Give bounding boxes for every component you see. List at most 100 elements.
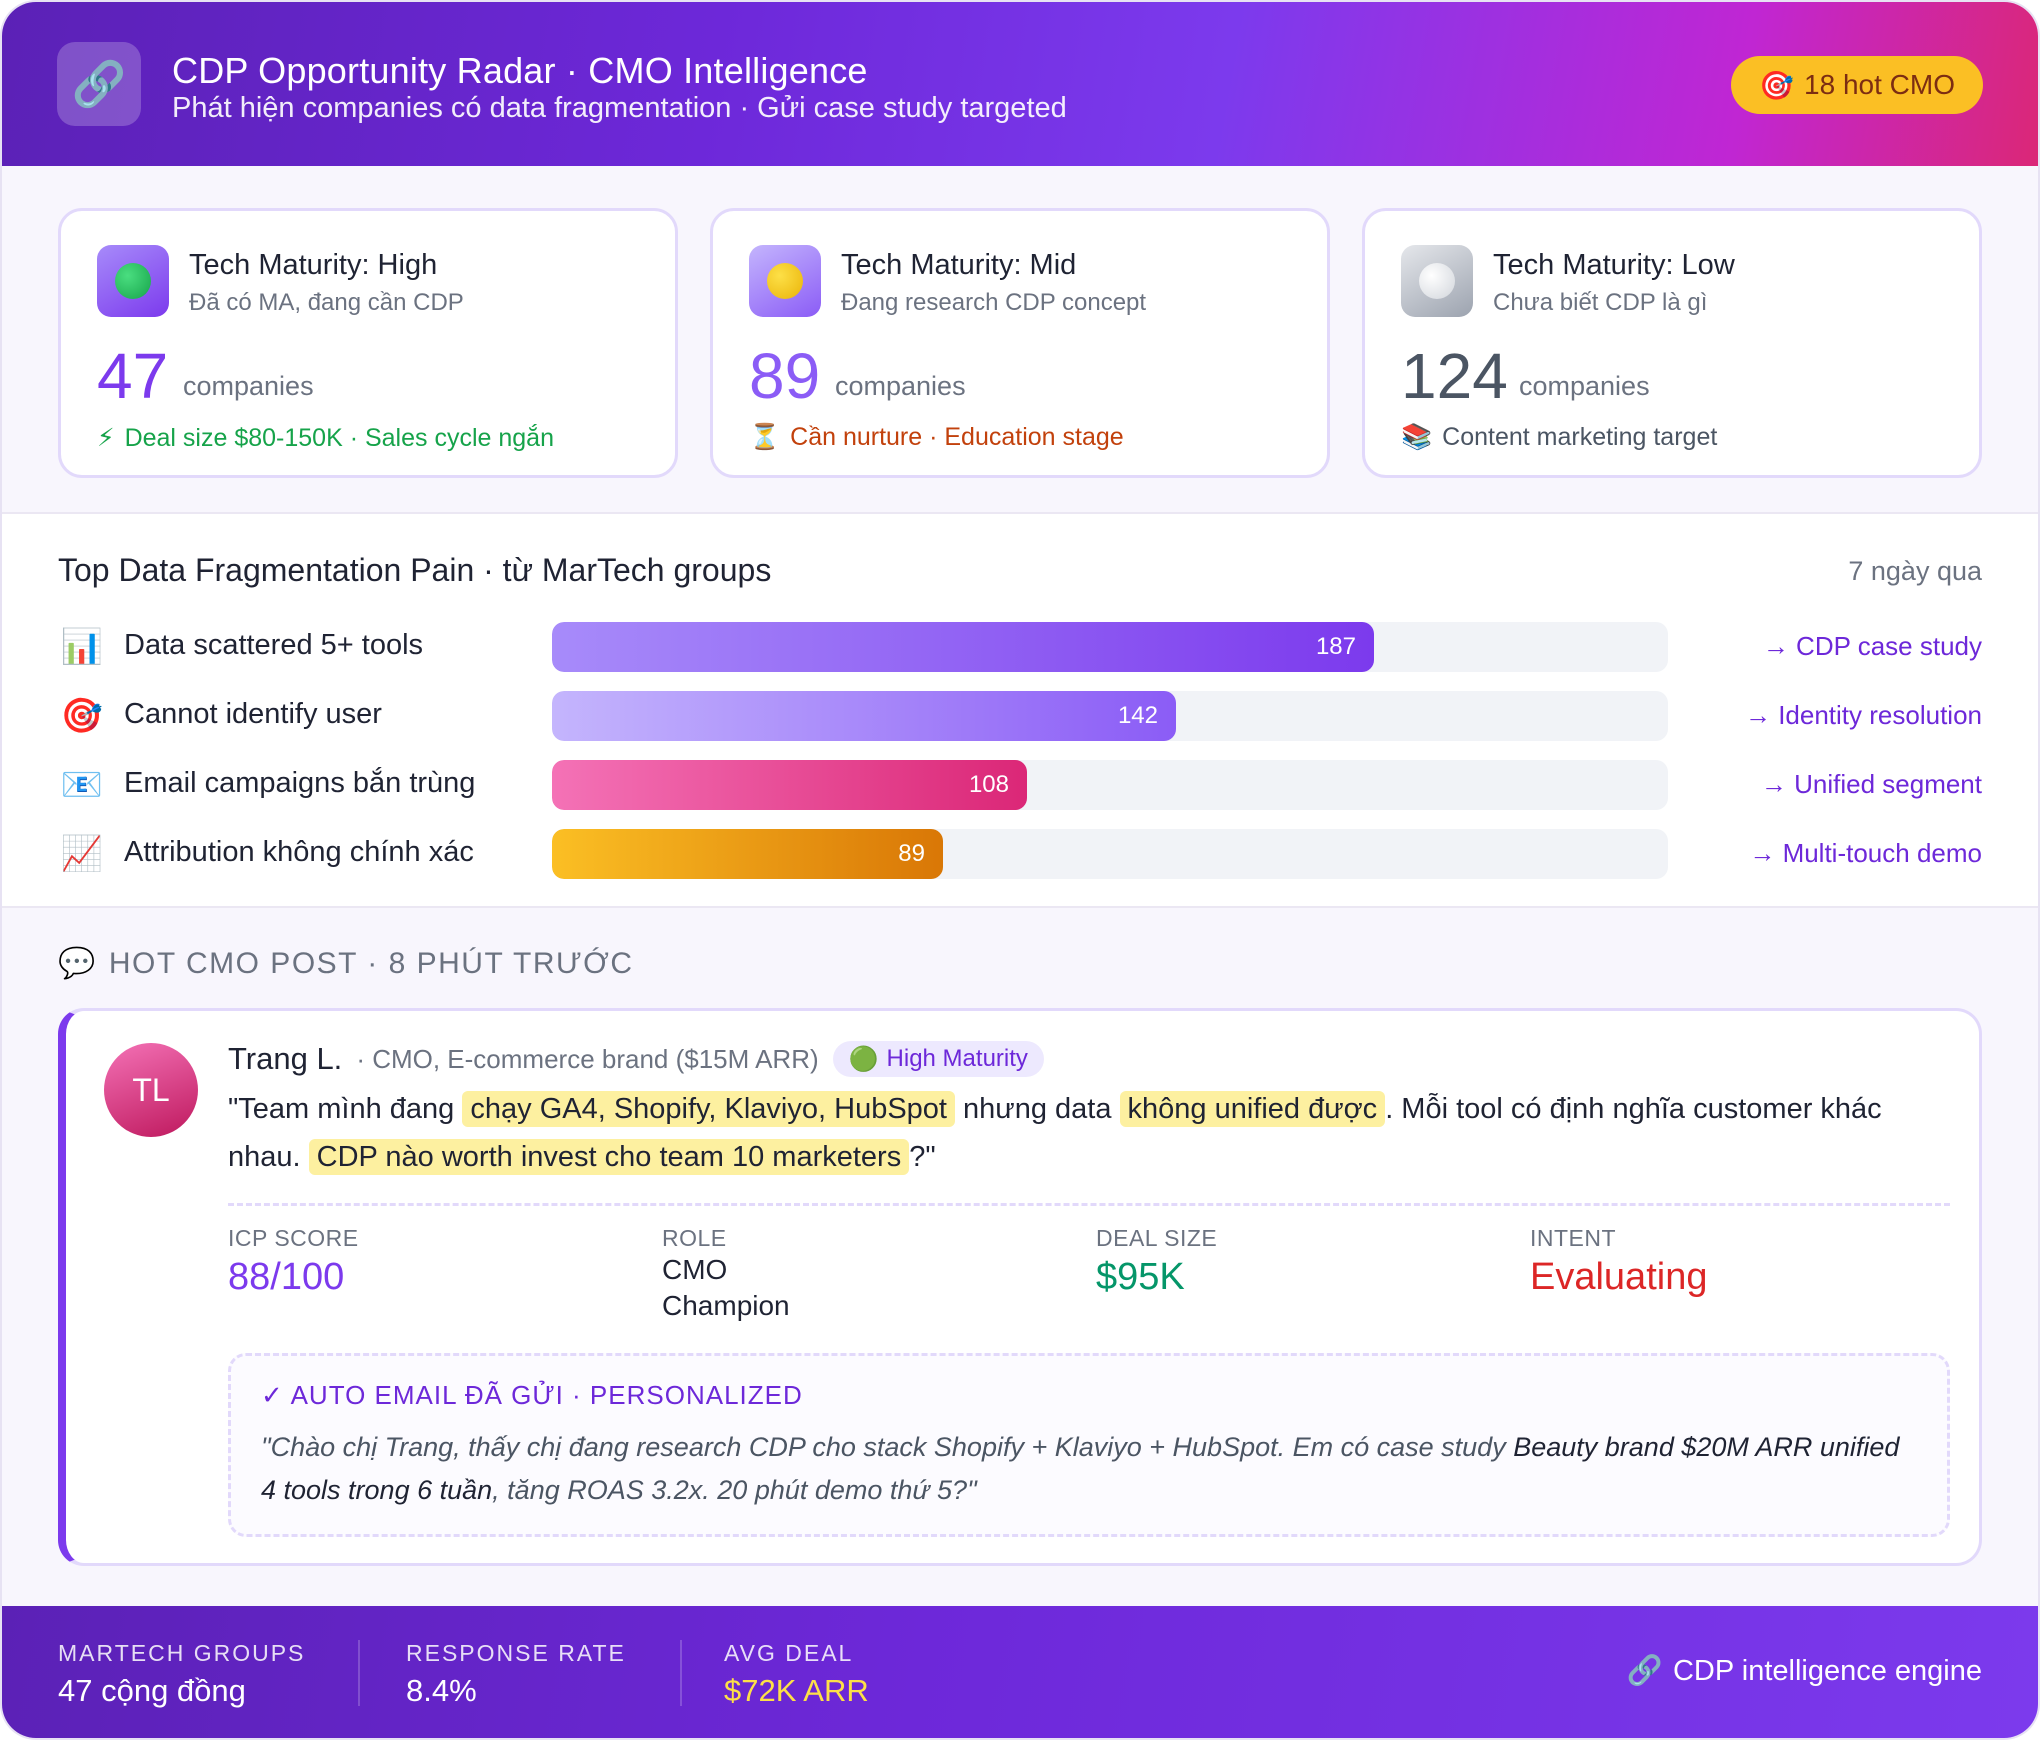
company-count: 124: [1401, 340, 1508, 412]
link-icon: 🔗: [1626, 1655, 1663, 1687]
quote-text: . Mỗi tool có định nghĩa customer khác n…: [228, 1093, 1882, 1173]
pain-row: 🎯 Cannot identify user 142 → Identity re…: [2, 691, 2038, 741]
footer-stat-label: MARTECH GROUPS: [58, 1640, 306, 1666]
speech-bubble-icon: 💬: [58, 947, 97, 980]
pain-row: 📧 Email campaigns bắn trùng 108 → Unifie…: [2, 760, 2038, 810]
auto-email-body: "Chào chị Trang, thấy chị đang research …: [261, 1426, 1921, 1512]
deal-size-stat: DEAL SIZE $95K: [1096, 1225, 1217, 1299]
pain-label: Attribution không chính xác: [124, 836, 474, 868]
pain-label: Data scattered 5+ tools: [124, 629, 424, 661]
stat-label: ICP SCORE: [228, 1225, 359, 1251]
hot-cmo-button[interactable]: 🎯 18 hot CMO: [1731, 56, 1983, 114]
hot-cmo-label: 18 hot CMO: [1804, 69, 1955, 100]
hot-post-section: 💬 HOT CMO POST · 8 PHÚT TRƯỚC TL Trang L…: [2, 908, 2038, 1606]
footer: MARTECH GROUPS 47 cộng đồng RESPONSE RAT…: [2, 1606, 2038, 1738]
white-circle-icon: [1401, 245, 1473, 317]
pain-bar: 142: [552, 691, 1176, 741]
email-icon: 📧: [60, 766, 104, 804]
maturity-subtitle: Đã có MA, đang cần CDP: [189, 289, 464, 316]
auto-email-box: ✓ AUTO EMAIL ĐÃ GỬI · PERSONALIZED "Chào…: [228, 1353, 1950, 1537]
quote-highlight: CDP nào worth invest cho team 10 markete…: [308, 1139, 910, 1175]
pain-bar: 89: [552, 829, 943, 879]
intent-stat: INTENT Evaluating: [1530, 1225, 1707, 1299]
divider: [228, 1203, 1950, 1206]
hot-post-label-text: HOT CMO POST · 8 PHÚT TRƯỚC: [108, 946, 634, 980]
trend-up-icon: 📈: [60, 835, 104, 873]
pain-row: 📈 Attribution không chính xác 89 → Multi…: [2, 829, 2038, 879]
maturity-note-text: Content marketing target: [1442, 423, 1718, 451]
maturity-note: ⏳ Cần nurture · Education stage: [749, 423, 1124, 452]
books-icon: 📚: [1401, 423, 1433, 451]
page-title: CDP Opportunity Radar · CMO Intelligence: [172, 50, 868, 91]
link-icon: 🔗: [57, 42, 141, 126]
target-icon: 🎯: [1759, 69, 1795, 101]
pain-period: 7 ngày qua: [1848, 556, 1982, 586]
stat-value: 88/100: [228, 1256, 345, 1298]
stat-label: DEAL SIZE: [1096, 1225, 1218, 1251]
maturity-card-low[interactable]: Tech Maturity: Low Chưa biết CDP là gì 1…: [1362, 208, 1982, 478]
maturity-subtitle: Đang research CDP concept: [841, 289, 1147, 316]
maturity-card-mid[interactable]: Tech Maturity: Mid Đang research CDP con…: [710, 208, 1330, 478]
divider: [680, 1640, 682, 1706]
pain-bar-track: 89: [552, 829, 1668, 879]
maturity-note: 📚 Content marketing target: [1401, 423, 1717, 452]
yellow-circle-icon: [749, 245, 821, 317]
footer-stat-label: RESPONSE RATE: [406, 1640, 626, 1666]
maturity-title: Tech Maturity: High: [189, 249, 438, 281]
pain-value: 187: [1315, 633, 1356, 660]
maturity-card-high[interactable]: Tech Maturity: High Đã có MA, đang cần C…: [58, 208, 678, 478]
footer-stat-value: 8.4%: [406, 1673, 477, 1708]
quote-text: "Team mình đang: [228, 1093, 463, 1125]
maturity-title: Tech Maturity: Mid: [841, 249, 1077, 281]
post-card[interactable]: TL Trang L. · CMO, E-commerce brand ($15…: [58, 1008, 1982, 1566]
avg-deal-stat: AVG DEAL $72K ARR: [724, 1640, 869, 1709]
green-circle-icon: [97, 245, 169, 317]
pain-bar-track: 187: [552, 622, 1668, 672]
maturity-note-text: Cần nurture · Education stage: [790, 423, 1124, 451]
pain-bar: 108: [552, 760, 1027, 810]
footer-stat-label: AVG DEAL: [724, 1640, 854, 1666]
pain-value: 89: [898, 840, 925, 867]
maturity-note-text: Deal size $80-150K · Sales cycle ngắn: [124, 423, 554, 452]
company-count: 47: [97, 340, 169, 412]
engine-label-text: CDP intelligence engine: [1672, 1654, 1982, 1687]
maturity-title: Tech Maturity: Low: [1493, 249, 1735, 281]
pain-value: 142: [1117, 702, 1158, 729]
auto-email-header: ✓ AUTO EMAIL ĐÃ GỬI · PERSONALIZED: [261, 1380, 803, 1410]
company-unit: companies: [835, 371, 966, 401]
pain-title: Top Data Fragmentation Pain · từ MarTech…: [58, 552, 772, 588]
maturity-badge-label: High Maturity: [886, 1045, 1028, 1072]
response-rate-stat: RESPONSE RATE 8.4%: [406, 1640, 626, 1709]
green-circle-icon: 🟢: [848, 1045, 879, 1073]
pain-action-link[interactable]: → Identity resolution: [1744, 700, 1982, 730]
post-quote: "Team mình đang chạy GA4, Shopify, Klavi…: [228, 1085, 1958, 1181]
footer-stat-value: 47 cộng đồng: [58, 1673, 246, 1708]
author-role: · CMO, E-commerce brand ($15M ARR): [356, 1043, 819, 1074]
maturity-cards: Tech Maturity: High Đã có MA, đang cần C…: [2, 166, 2038, 514]
pain-bar-track: 142: [552, 691, 1668, 741]
martech-groups-stat: MARTECH GROUPS 47 cộng đồng: [58, 1640, 305, 1709]
pain-action-link[interactable]: → CDP case study: [1762, 631, 1982, 661]
icp-score-stat: ICP SCORE 88/100: [228, 1225, 359, 1299]
pain-action-link[interactable]: → Multi-touch demo: [1749, 838, 1982, 868]
pain-bar-track: 108: [552, 760, 1668, 810]
stat-value: Evaluating: [1530, 1256, 1708, 1298]
stat-label: ROLE: [662, 1225, 727, 1251]
stat-label: INTENT: [1530, 1225, 1617, 1251]
pain-row: 📊 Data scattered 5+ tools 187 → CDP case…: [2, 622, 2038, 672]
pain-label: Cannot identify user: [124, 698, 382, 730]
header: 🔗 CDP Opportunity Radar · CMO Intelligen…: [2, 2, 2038, 166]
stat-value: CMO: [662, 1254, 728, 1285]
pain-action-link[interactable]: → Unified segment: [1760, 769, 1982, 799]
quote-highlight: không unified được: [1119, 1091, 1386, 1127]
maturity-note: ⚡ Deal size $80-150K · Sales cycle ngắn: [97, 423, 554, 453]
email-text: "Chào chị Trang, thấy chị đang research …: [261, 1432, 1514, 1462]
avatar: TL: [104, 1043, 198, 1137]
post-author: Trang L. · CMO, E-commerce brand ($15M A…: [228, 1041, 1044, 1077]
divider: [358, 1640, 360, 1706]
footer-stat-value: $72K ARR: [724, 1673, 869, 1708]
role-stat: ROLE CMO Champion: [662, 1225, 790, 1324]
author-name: Trang L.: [228, 1041, 343, 1076]
email-text: , tăng ROAS 3.2x. 20 phút demo thứ 5?": [492, 1475, 977, 1505]
